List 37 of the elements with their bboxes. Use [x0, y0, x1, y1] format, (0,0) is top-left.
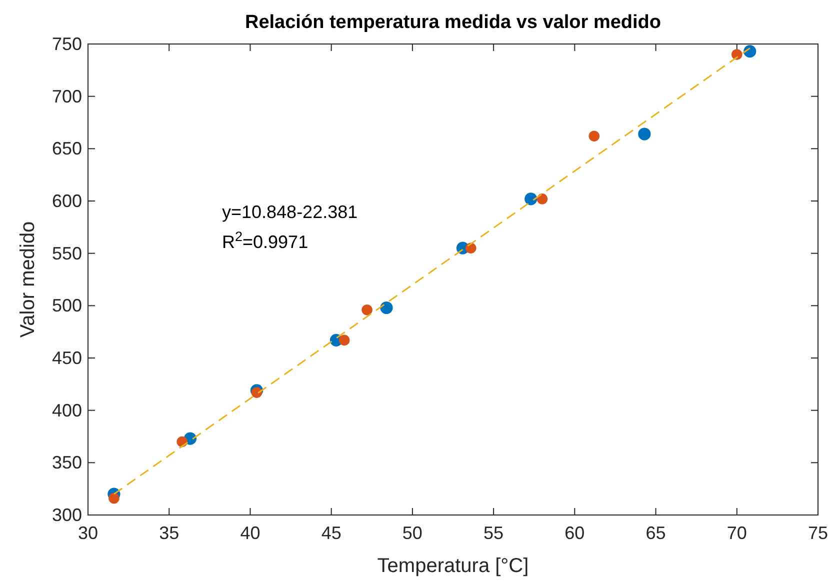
y-tick-label: 500: [52, 296, 82, 316]
x-tick-label: 30: [78, 523, 98, 543]
point: [536, 194, 548, 204]
x-tick-label: 70: [726, 523, 747, 543]
annotation: R$^{2}$=0.9971: [222, 228, 308, 252]
y-tick-label: 700: [52, 86, 82, 106]
chart-title: Relación temperatura medida vs valor medido: [244, 12, 662, 33]
x-tick-label: 60: [564, 523, 585, 543]
x-tick-label: 50: [402, 523, 422, 543]
point: [338, 334, 350, 346]
x-tick-label: 65: [646, 523, 666, 543]
y-tick-label: 400: [52, 400, 82, 420]
y-axis-title: Valor medido: [17, 221, 39, 338]
point: [524, 192, 538, 206]
point: [251, 387, 262, 398]
y-tick-label: 550: [52, 243, 82, 264]
y-tick-label: 350: [52, 452, 82, 473]
point: [380, 301, 393, 314]
point: [362, 304, 372, 316]
y-tick-label: 750: [52, 34, 82, 54]
point: [588, 130, 600, 142]
y-tick-label: 600: [52, 191, 82, 211]
x-tick-label: 55: [484, 523, 504, 543]
x-tick-label: 35: [159, 523, 180, 543]
annotation: y=10.848-22.381: [222, 202, 358, 222]
point: [744, 45, 756, 58]
x-tick-label: 45: [321, 523, 342, 543]
point: [731, 49, 742, 60]
x-tick-label: 75: [808, 523, 828, 543]
y-tick-label: 300: [52, 505, 82, 525]
x-axis-title: Temperatura [°C]: [377, 555, 529, 577]
y-tick-label: 650: [52, 138, 82, 159]
point: [465, 242, 476, 254]
point: [108, 492, 120, 504]
y-tick-label: 450: [52, 348, 82, 368]
x-tick-label: 40: [240, 523, 260, 543]
point: [638, 128, 651, 140]
